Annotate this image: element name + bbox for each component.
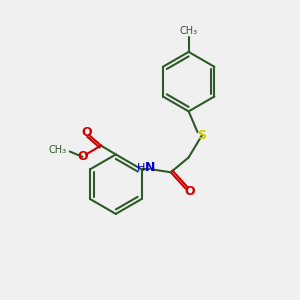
Text: O: O — [81, 126, 92, 139]
Text: S: S — [197, 129, 206, 142]
Text: N: N — [145, 161, 155, 174]
Text: CH₃: CH₃ — [180, 26, 198, 36]
Text: O: O — [77, 150, 88, 163]
Text: O: O — [184, 185, 194, 198]
Text: CH₃: CH₃ — [49, 145, 67, 155]
Text: H: H — [137, 163, 146, 173]
